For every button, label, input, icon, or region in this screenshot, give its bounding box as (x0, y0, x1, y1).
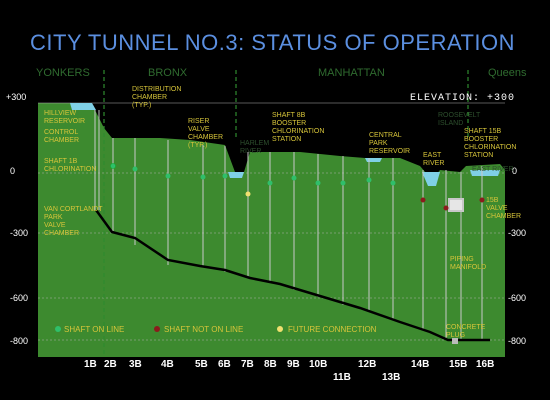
note-east-river-2: EAST RIVER (472, 166, 514, 173)
note-east-river: EAST RIVER (423, 152, 445, 167)
shaft-label-14b: 14B (411, 359, 430, 370)
hillview-reservoir (70, 103, 96, 110)
elevation-right-minus300: -300 (508, 228, 527, 238)
shaft-label-4b: 4B (161, 359, 174, 370)
note-shaft-8b-booster: SHAFT 8B BOOSTER CHLORINATION STATION (272, 112, 325, 143)
shaft-label-5b: 5B (195, 359, 208, 370)
elevation-left-300: +300 (6, 92, 27, 102)
note-hillview-reservoir: HILLVIEW RESERVOIR (44, 110, 86, 125)
legend-notonline-dot (154, 326, 160, 332)
elevation-header: ELEVATION: +300 (410, 93, 516, 104)
note-shaft-15b-booster: SHAFT 15B BOOSTER CHLORINATION STATION (464, 128, 517, 159)
elevation-right-minus600: -600 (508, 293, 527, 303)
shaft-status-dots (110, 163, 485, 211)
shaft-label-3b: 3B (129, 359, 142, 370)
valve-chamber-15b-inner (450, 200, 462, 210)
elevation-left-minus800: -800 (10, 336, 29, 346)
east-river-water-2 (470, 170, 500, 176)
note-shaft-1b-chlorination: SHAFT 1B CHLORINATION (44, 158, 97, 173)
elevation-left-minus600: -600 (10, 293, 29, 303)
shaft-label-9b: 9B (287, 359, 300, 370)
shaft-label-1b: 1B (84, 359, 97, 370)
note-central-park-reservoir: CENTRAL PARK RESERVOIR (369, 132, 411, 155)
shaft-label-11b: 11B (333, 372, 351, 383)
ground-section (38, 103, 505, 357)
concrete-plug (452, 338, 458, 344)
legend-future-connection: FUTURE CONNECTION (288, 325, 377, 334)
legend-future-dot (277, 326, 283, 332)
shaft-label-8b: 8B (264, 359, 277, 370)
central-park-water (365, 158, 382, 162)
elevation-right-minus800: -800 (508, 336, 527, 346)
elevation-left-0: 0 (10, 166, 16, 176)
note-riser-valve-chamber: RISER VALVE CHAMBER (TYP.) (188, 118, 224, 149)
shaft-label-15b: 15B (449, 359, 468, 370)
region-bronx: BRONX (148, 67, 188, 79)
tunnel-line (94, 209, 490, 342)
legend-online-dot (55, 326, 61, 332)
shaft-label-2b: 2B (104, 359, 117, 370)
note-van-cortlandt: VAN CORTLANDT PARK VALVE CHAMBER (44, 206, 103, 237)
note-roosevelt-island: ROOSEVELT ISLAND (438, 112, 481, 127)
note-piping-manifold: PIPING MANIFOLD (450, 256, 487, 271)
legend-shaft-not-on-line: SHAFT NOT ON LINE (164, 325, 244, 334)
note-harlem-river: HARLEM RIVER (240, 140, 270, 155)
shaft-label-16b: 16B (476, 359, 495, 370)
shaft-label-12b: 12B (358, 359, 377, 370)
note-15b-valve-chamber: 15B VALVE CHAMBER (486, 197, 522, 220)
harlem-river-water (228, 172, 244, 178)
shaft-label-13b: 13B (382, 372, 401, 383)
shafts (94, 110, 483, 340)
diagram-title: CITY TUNNEL NO.3: STATUS OF OPERATION (30, 30, 516, 55)
shaft-label-7b: 7B (241, 359, 254, 370)
note-control-chamber: CONTROL CHAMBER (44, 129, 80, 144)
region-manhattan: MANHATTAN (318, 67, 385, 79)
legend-shaft-on-line: SHAFT ON LINE (64, 325, 125, 334)
note-distribution-chamber: DISTRIBUTION CHAMBER (TYP.) (132, 86, 182, 109)
region-yonkers: YONKERS (36, 67, 90, 79)
elevation-left-minus300: -300 (10, 228, 29, 238)
elevation-right-0: 0 (512, 166, 518, 176)
east-river-water (422, 172, 440, 186)
note-concrete-plug: CONCRETE PLUG (446, 324, 486, 339)
region-queens: Queens (488, 67, 527, 79)
shaft-label-10b: 10B (309, 359, 328, 370)
shaft-label-6b: 6B (218, 359, 231, 370)
